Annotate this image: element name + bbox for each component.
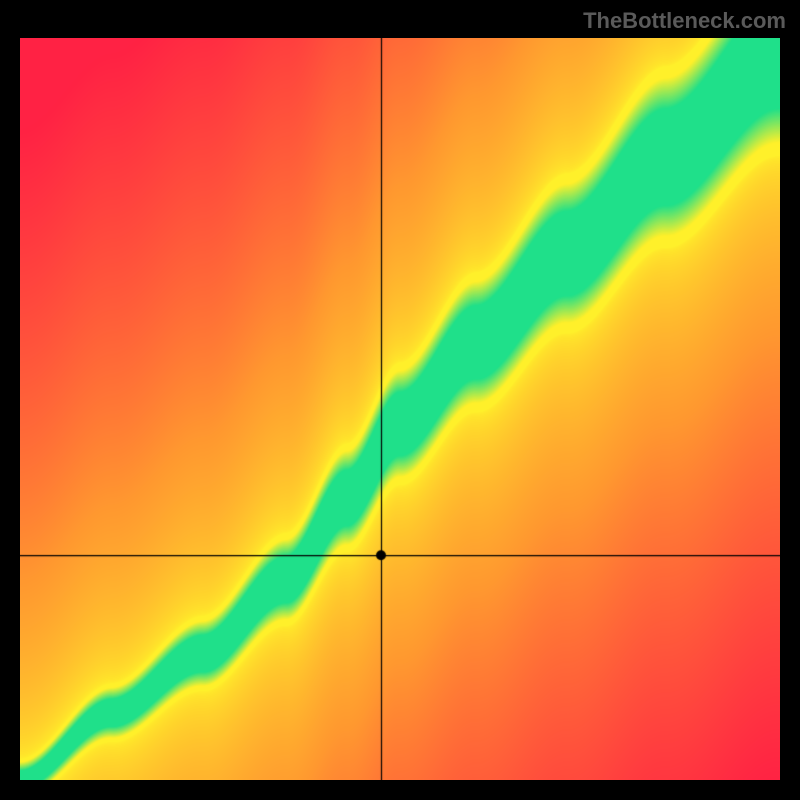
heatmap-chart xyxy=(20,38,780,780)
watermark-text: TheBottleneck.com xyxy=(583,8,786,34)
heatmap-canvas xyxy=(20,38,780,780)
